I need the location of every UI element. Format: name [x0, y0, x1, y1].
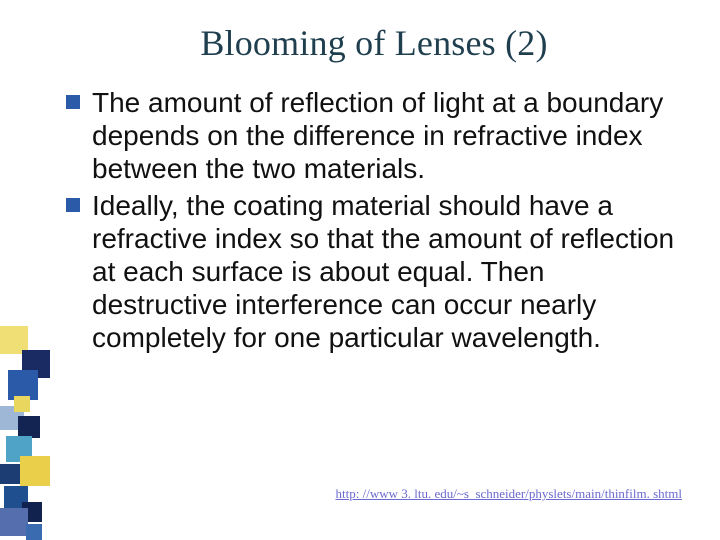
bullet-list: The amount of reflection of light at a b…	[64, 86, 684, 354]
decoration-square	[14, 396, 30, 412]
page-title: Blooming of Lenses (2)	[64, 22, 684, 64]
bullet-item: Ideally, the coating material should hav…	[64, 189, 684, 354]
sidebar-decoration	[0, 310, 44, 540]
reference-link[interactable]: http: //www 3. ltu. edu/~s_schneider/phy…	[336, 486, 682, 502]
decoration-square	[0, 508, 28, 536]
decoration-square	[18, 416, 40, 438]
decoration-square	[0, 464, 20, 484]
decoration-square	[26, 524, 42, 540]
bullet-item: The amount of reflection of light at a b…	[64, 86, 684, 185]
decoration-square	[20, 456, 50, 486]
slide: Blooming of Lenses (2) The amount of ref…	[0, 0, 720, 540]
